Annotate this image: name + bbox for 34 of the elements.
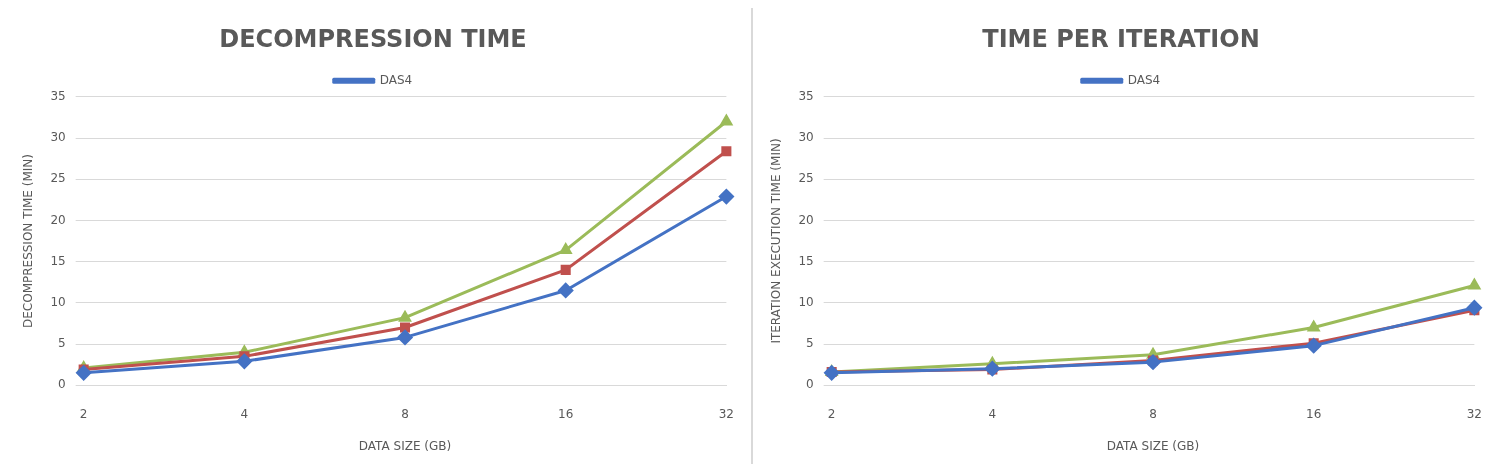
y-tick-label: 10 xyxy=(798,294,814,309)
x-tick-label: 8 xyxy=(1149,406,1157,421)
y-axis-title: ITERATION EXECUTION TIME (MIN) xyxy=(769,138,784,344)
y-tick-label: 30 xyxy=(798,130,814,145)
y-tick-label: 5 xyxy=(806,336,814,351)
y-tick-label: 25 xyxy=(50,171,66,186)
y-tick-label: 15 xyxy=(798,253,814,268)
x-tick-label: 32 xyxy=(718,406,735,421)
y-axis-title: DECOMPRESSION TIME (MIN) xyxy=(21,153,36,329)
y-tick-label: 15 xyxy=(50,253,66,268)
y-tick-label: 20 xyxy=(798,212,814,227)
x-tick-label: 4 xyxy=(240,406,249,421)
x-tick-label: 2 xyxy=(827,406,836,421)
y-tick-label: 25 xyxy=(798,171,814,186)
y-tick-label: 35 xyxy=(50,88,66,103)
y-tick-label: 35 xyxy=(798,88,814,103)
chart-title: DECOMPRESSION TIME xyxy=(219,24,527,53)
legend-label: DAS4 xyxy=(1127,72,1161,87)
chart-title: TIME PER ITERATION xyxy=(982,24,1260,53)
y-tick-label: 0 xyxy=(806,377,814,392)
x-tick-label: 32 xyxy=(1466,406,1483,421)
x-tick-label: 8 xyxy=(401,406,409,421)
x-tick-label: 16 xyxy=(1306,406,1322,421)
y-tick-label: 10 xyxy=(50,294,66,309)
x-axis-title: DATA SIZE (GB) xyxy=(1106,438,1200,453)
y-tick-label: 0 xyxy=(58,377,66,392)
x-tick-label: 16 xyxy=(558,406,574,421)
y-tick-label: 20 xyxy=(50,212,66,227)
x-tick-label: 4 xyxy=(988,406,997,421)
legend-label: DAS4 xyxy=(379,72,413,87)
y-tick-label: 5 xyxy=(58,336,66,351)
x-axis-title: DATA SIZE (GB) xyxy=(358,438,452,453)
y-tick-label: 30 xyxy=(50,130,66,145)
x-tick-label: 2 xyxy=(79,406,88,421)
